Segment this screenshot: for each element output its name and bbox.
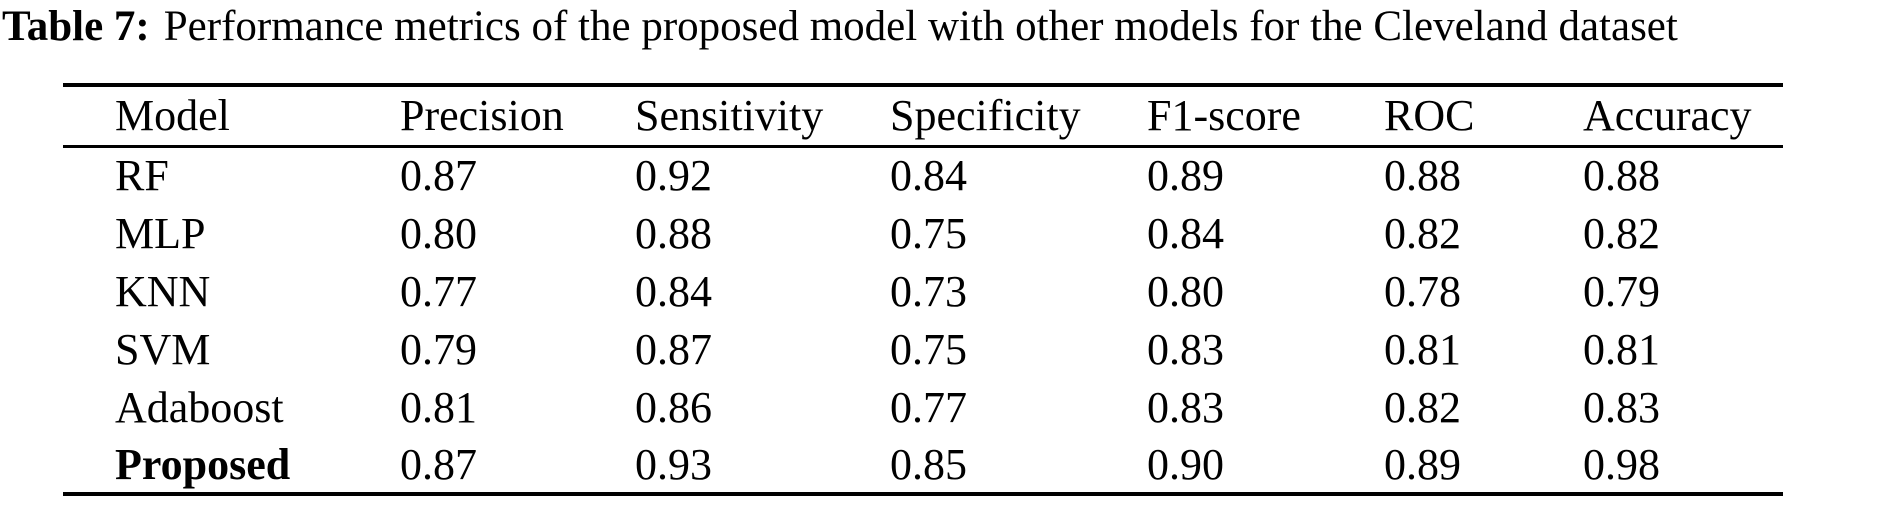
table-row-adaboost: Adaboost 0.81 0.86 0.77 0.83 0.82 0.83	[63, 378, 1783, 436]
table-cell: 0.73	[890, 266, 967, 316]
table-cell: 0.87	[400, 151, 477, 201]
table-caption-label: Table 7:	[2, 3, 150, 50]
table-cell: 0.81	[1583, 324, 1660, 374]
table-cell: 0.92	[635, 151, 712, 201]
row-label: MLP	[115, 208, 206, 258]
table-cell: 0.84	[635, 266, 712, 316]
performance-metrics-table: Model Precision Sensitivity Specificity …	[63, 83, 1783, 496]
table-cell: 0.83	[1147, 382, 1224, 432]
table-cell: 0.81	[400, 382, 477, 432]
table-row-rf: RF 0.87 0.92 0.84 0.89 0.88 0.88	[63, 146, 1783, 204]
column-header-roc: ROC	[1384, 85, 1583, 148]
table-cell: 0.80	[400, 208, 477, 258]
table-row-knn: KNN 0.77 0.84 0.73 0.80 0.78 0.79	[63, 262, 1783, 320]
table-cell: 0.82	[1384, 382, 1461, 432]
table-cell: 0.83	[1583, 382, 1660, 432]
table-cell: 0.84	[1147, 208, 1224, 258]
table-cell: 0.88	[1384, 151, 1461, 201]
table-cell: 0.89	[1147, 151, 1224, 201]
table-cell: 0.89	[1384, 439, 1461, 489]
table-cell: 0.77	[890, 382, 967, 432]
table-cell: 0.86	[635, 382, 712, 432]
table-row-svm: SVM 0.79 0.87 0.75 0.83 0.81 0.81	[63, 320, 1783, 378]
row-label: RF	[115, 151, 169, 201]
column-header-accuracy: Accuracy	[1583, 85, 1783, 148]
table-cell: 0.83	[1147, 324, 1224, 374]
table-caption: Table 7: Performance metrics of the propo…	[0, 0, 1896, 52]
table-cell: 0.87	[400, 439, 477, 489]
table-cell: 0.79	[400, 324, 477, 374]
table-cell: 0.79	[1583, 266, 1660, 316]
table-cell: 0.85	[890, 439, 967, 489]
column-header-precision: Precision	[400, 85, 635, 148]
table-cell: 0.93	[635, 439, 712, 489]
table-cell: 0.75	[890, 208, 967, 258]
table-cell: 0.90	[1147, 439, 1224, 489]
row-label: Proposed	[115, 439, 291, 489]
column-header-model: Model	[63, 85, 400, 148]
row-label: Adaboost	[115, 382, 284, 432]
table-caption-text: Performance metrics of the proposed mode…	[163, 3, 1678, 50]
table-cell: 0.77	[400, 266, 477, 316]
table-cell: 0.87	[635, 324, 712, 374]
column-header-f1-score: F1-score	[1147, 85, 1384, 148]
table-cell: 0.75	[890, 324, 967, 374]
table-cell: 0.80	[1147, 266, 1224, 316]
table-cell: 0.88	[1583, 151, 1660, 201]
column-header-sensitivity: Sensitivity	[635, 85, 890, 148]
table-cell: 0.88	[635, 208, 712, 258]
table-row-mlp: MLP 0.80 0.88 0.75 0.84 0.82 0.82	[63, 204, 1783, 262]
header-row: Model Precision Sensitivity Specificity …	[63, 85, 1783, 148]
column-header-specificity: Specificity	[890, 85, 1147, 148]
table-cell: 0.84	[890, 151, 967, 201]
table-cell: 0.98	[1583, 439, 1660, 489]
row-label: SVM	[115, 324, 211, 374]
table-cell: 0.81	[1384, 324, 1461, 374]
table-cell: 0.82	[1384, 208, 1461, 258]
row-label: KNN	[115, 266, 211, 316]
table-cell: 0.78	[1384, 266, 1461, 316]
table-row-proposed: Proposed 0.87 0.93 0.85 0.90 0.89 0.98	[63, 436, 1783, 494]
table-cell: 0.82	[1583, 208, 1660, 258]
